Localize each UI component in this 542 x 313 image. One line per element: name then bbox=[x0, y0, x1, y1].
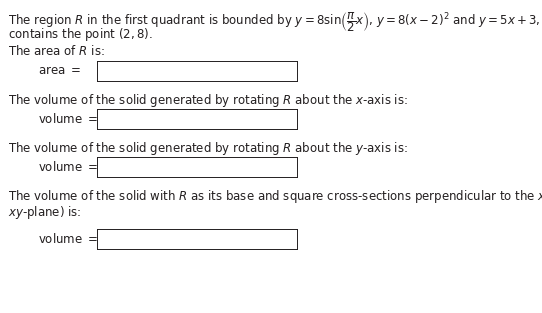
Text: The volume of the solid with $R$ as its base and square cross-sections perpendic: The volume of the solid with $R$ as its … bbox=[8, 188, 542, 205]
Text: The volume of the solid generated by rotating $R$ about the $y$-axis is:: The volume of the solid generated by rot… bbox=[8, 140, 408, 157]
Text: contains the point $(2,8)$.: contains the point $(2,8)$. bbox=[8, 26, 153, 43]
Text: volume $=$: volume $=$ bbox=[38, 160, 98, 174]
Text: The region $R$ in the first quadrant is bounded by $y = 8\sin\!\left(\dfrac{\pi}: The region $R$ in the first quadrant is … bbox=[8, 10, 542, 34]
Text: The volume of the solid generated by rotating $R$ about the $x$-axis is:: The volume of the solid generated by rot… bbox=[8, 92, 408, 109]
Text: area $=$: area $=$ bbox=[38, 64, 81, 77]
Text: $xy$-plane) is:: $xy$-plane) is: bbox=[8, 204, 81, 221]
Text: The area of $R$ is:: The area of $R$ is: bbox=[8, 44, 105, 58]
Text: volume $=$: volume $=$ bbox=[38, 232, 98, 246]
Text: volume $=$: volume $=$ bbox=[38, 112, 98, 126]
